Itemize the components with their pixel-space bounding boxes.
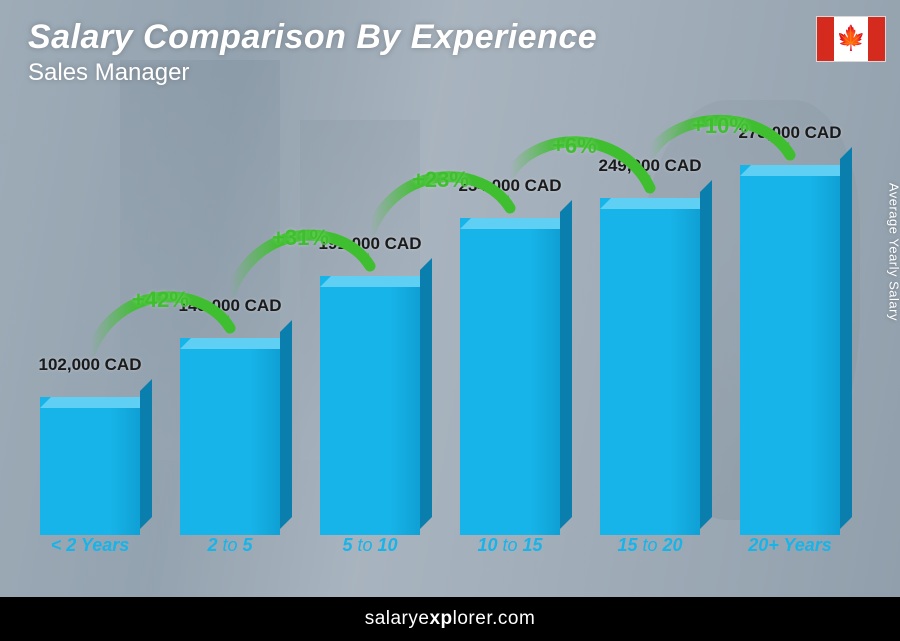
x-axis-label: 5 to 10 bbox=[310, 535, 430, 563]
bar-value-label: 145,000 CAD bbox=[150, 296, 310, 316]
x-axis-label: 20+ Years bbox=[730, 535, 850, 563]
bar-slot: 191,000 CAD bbox=[310, 90, 430, 535]
bar-front bbox=[740, 165, 840, 535]
country-flag-canada: 🍁 bbox=[816, 16, 886, 62]
bar-value-label: 234,000 CAD bbox=[430, 176, 590, 196]
bar-side bbox=[140, 379, 152, 529]
title-block: Salary Comparison By Experience Sales Ma… bbox=[28, 18, 597, 87]
y-axis-label: Average Yearly Salary bbox=[887, 182, 900, 320]
bar-side bbox=[280, 320, 292, 529]
bar-value-label: 102,000 CAD bbox=[10, 355, 170, 375]
x-axis-label: 2 to 5 bbox=[170, 535, 290, 563]
bar-value-label: 191,000 CAD bbox=[290, 234, 450, 254]
bar bbox=[180, 338, 280, 535]
bar-top bbox=[740, 165, 851, 176]
x-axis-label: 10 to 15 bbox=[450, 535, 570, 563]
bars-container: 102,000 CAD145,000 CAD191,000 CAD234,000… bbox=[30, 90, 850, 535]
bar-side bbox=[700, 180, 712, 529]
footer-text-em: xp bbox=[429, 608, 452, 630]
bar-value-label: 273,000 CAD bbox=[710, 123, 870, 143]
bar-side bbox=[840, 147, 852, 529]
bar bbox=[460, 218, 560, 535]
bar-chart: 102,000 CAD145,000 CAD191,000 CAD234,000… bbox=[30, 90, 850, 563]
x-axis-label: < 2 Years bbox=[30, 535, 150, 563]
footer-text-suffix: lorer.com bbox=[453, 608, 536, 630]
bar-side bbox=[560, 200, 572, 529]
bar bbox=[740, 165, 840, 535]
flag-band-right bbox=[868, 17, 885, 61]
bar-top bbox=[600, 198, 711, 209]
bar-value-label: 249,000 CAD bbox=[570, 156, 730, 176]
footer-text-prefix: salarye bbox=[365, 608, 430, 630]
bar-front bbox=[460, 218, 560, 535]
bar-front bbox=[320, 276, 420, 535]
infographic-stage: Salary Comparison By Experience Sales Ma… bbox=[0, 0, 900, 641]
flag-center: 🍁 bbox=[834, 17, 868, 61]
page-subtitle: Sales Manager bbox=[28, 59, 597, 87]
bar-slot: 273,000 CAD bbox=[730, 90, 850, 535]
bar-top bbox=[320, 276, 431, 287]
page-title: Salary Comparison By Experience bbox=[28, 18, 597, 57]
bar-side bbox=[420, 258, 432, 529]
bar bbox=[600, 198, 700, 535]
bar-top bbox=[180, 338, 291, 349]
flag-band-left bbox=[817, 17, 834, 61]
maple-leaf-icon: 🍁 bbox=[836, 27, 866, 51]
bar bbox=[320, 276, 420, 535]
bar-front bbox=[40, 397, 140, 535]
bar-top bbox=[40, 397, 151, 408]
bar-slot: 249,000 CAD bbox=[590, 90, 710, 535]
bar bbox=[40, 397, 140, 535]
bar-slot: 145,000 CAD bbox=[170, 90, 290, 535]
x-axis: < 2 Years 2 to 5 5 to 10 10 to 15 15 to 20 20… bbox=[30, 535, 850, 563]
bar-front bbox=[600, 198, 700, 535]
x-axis-label: 15 to 20 bbox=[590, 535, 710, 563]
bar-slot: 234,000 CAD bbox=[450, 90, 570, 535]
footer-attribution: salaryexplorer.com bbox=[0, 597, 900, 641]
bar-front bbox=[180, 338, 280, 535]
bar-top bbox=[460, 218, 571, 229]
bar-slot: 102,000 CAD bbox=[30, 90, 150, 535]
